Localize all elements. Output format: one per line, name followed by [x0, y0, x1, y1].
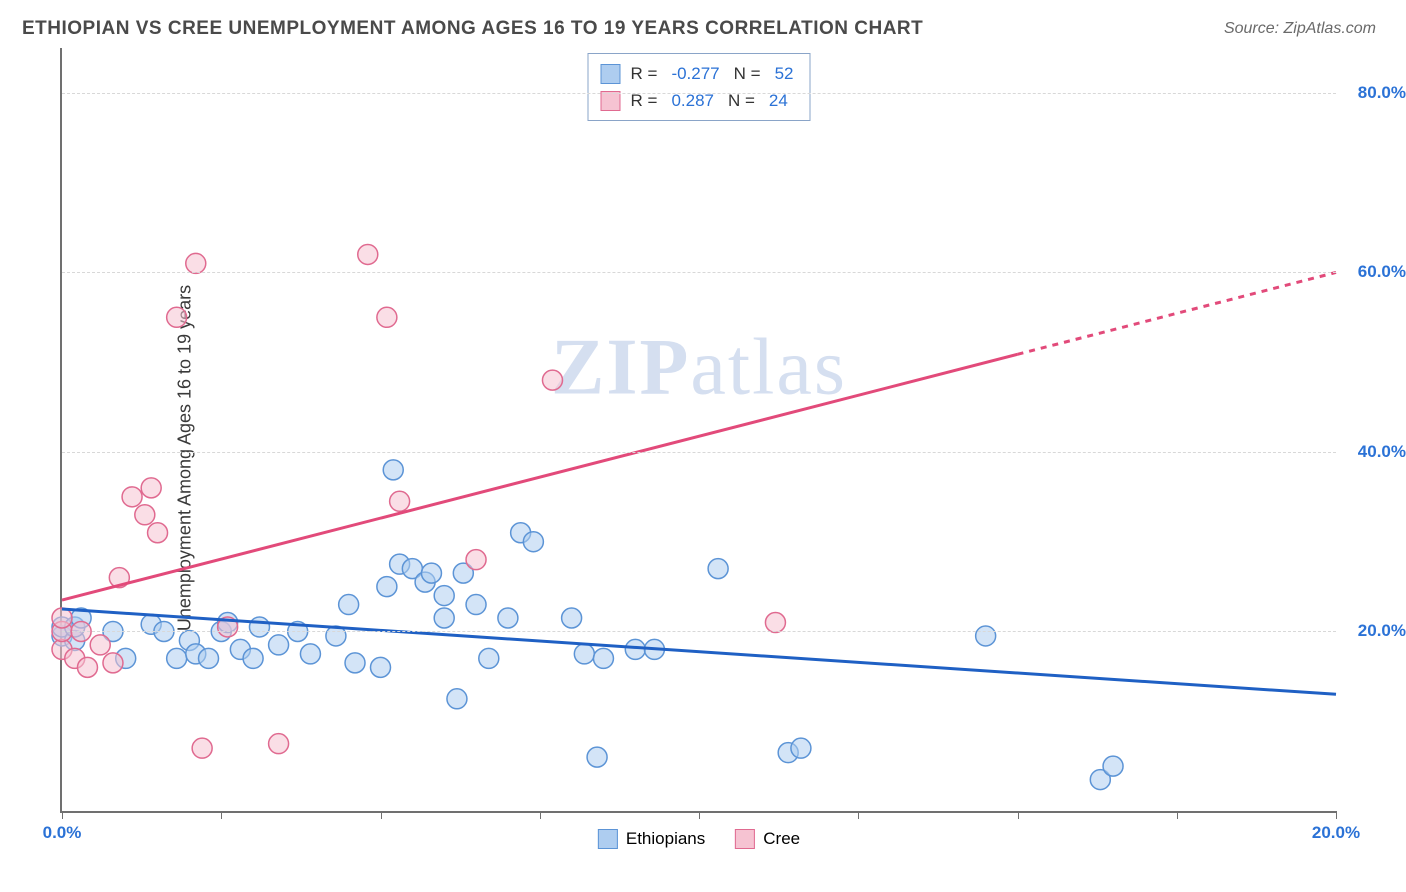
- data-point: [377, 307, 397, 327]
- legend-label: Ethiopians: [626, 829, 705, 849]
- x-tick: [699, 811, 700, 819]
- data-point: [77, 657, 97, 677]
- data-point: [167, 648, 187, 668]
- data-point: [562, 608, 582, 628]
- data-point: [269, 635, 289, 655]
- x-tick: [858, 811, 859, 819]
- data-point: [765, 612, 785, 632]
- legend-item: Cree: [735, 829, 800, 849]
- data-point: [186, 253, 206, 273]
- data-point: [122, 487, 142, 507]
- data-point: [141, 478, 161, 498]
- stats-row: R = 0.287 N = 24: [601, 87, 798, 114]
- gridline: [62, 93, 1336, 94]
- data-point: [447, 689, 467, 709]
- y-tick-label: 40.0%: [1358, 442, 1406, 462]
- y-tick-label: 20.0%: [1358, 621, 1406, 641]
- x-tick: [1018, 811, 1019, 819]
- data-point: [383, 460, 403, 480]
- data-point: [269, 734, 289, 754]
- data-point: [103, 653, 123, 673]
- x-tick-label: 0.0%: [43, 823, 82, 843]
- data-point: [90, 635, 110, 655]
- data-point: [479, 648, 499, 668]
- plot-area: ZIPatlas R =-0.277N =52R =0.287N =24 Eth…: [60, 48, 1336, 813]
- gridline: [62, 631, 1336, 632]
- legend-label: Cree: [763, 829, 800, 849]
- data-point: [339, 595, 359, 615]
- data-point: [625, 639, 645, 659]
- stats-swatch: [601, 64, 621, 84]
- data-point: [345, 653, 365, 673]
- x-tick: [1177, 811, 1178, 819]
- chart-title: ETHIOPIAN VS CREE UNEMPLOYMENT AMONG AGE…: [22, 18, 923, 40]
- data-point: [542, 370, 562, 390]
- data-point: [1103, 756, 1123, 776]
- data-point: [574, 644, 594, 664]
- data-point: [135, 505, 155, 525]
- data-point: [434, 608, 454, 628]
- stats-r-label: R =: [631, 60, 658, 87]
- stats-n-label: N =: [728, 87, 755, 114]
- x-tick-label: 20.0%: [1312, 823, 1360, 843]
- data-point: [466, 595, 486, 615]
- chart-svg: [62, 48, 1336, 811]
- stats-n-label: N =: [734, 60, 761, 87]
- legend-swatch: [598, 829, 618, 849]
- y-tick-label: 60.0%: [1358, 262, 1406, 282]
- chart-wrapper: Unemployment Among Ages 16 to 19 years Z…: [50, 48, 1386, 868]
- x-tick: [221, 811, 222, 819]
- data-point: [358, 244, 378, 264]
- x-tick: [381, 811, 382, 819]
- chart-source: Source: ZipAtlas.com: [1224, 20, 1376, 38]
- legend: Ethiopians Cree: [598, 829, 800, 849]
- y-tick-label: 80.0%: [1358, 83, 1406, 103]
- data-point: [249, 617, 269, 637]
- data-point: [434, 586, 454, 606]
- data-point: [148, 523, 168, 543]
- data-point: [192, 738, 212, 758]
- data-point: [377, 577, 397, 597]
- stats-n-value: 52: [771, 60, 798, 87]
- x-tick: [540, 811, 541, 819]
- data-point: [199, 648, 219, 668]
- stats-r-label: R =: [631, 87, 658, 114]
- data-point: [587, 747, 607, 767]
- data-point: [523, 532, 543, 552]
- data-point: [708, 559, 728, 579]
- stats-box: R =-0.277N =52R =0.287N =24: [588, 53, 811, 121]
- data-point: [593, 648, 613, 668]
- data-point: [466, 550, 486, 570]
- data-point: [243, 648, 263, 668]
- stats-row: R = -0.277 N = 52: [601, 60, 798, 87]
- trend-line: [62, 354, 1018, 600]
- data-point: [371, 657, 391, 677]
- data-point: [976, 626, 996, 646]
- stats-r-value: 0.287: [667, 87, 718, 114]
- trend-line-dashed: [1018, 272, 1337, 354]
- data-point: [791, 738, 811, 758]
- x-tick: [62, 811, 63, 819]
- stats-n-value: 24: [765, 87, 792, 114]
- data-point: [300, 644, 320, 664]
- gridline: [62, 272, 1336, 273]
- data-point: [421, 563, 441, 583]
- data-point: [390, 491, 410, 511]
- legend-swatch: [735, 829, 755, 849]
- gridline: [62, 452, 1336, 453]
- data-point: [52, 608, 72, 628]
- data-point: [167, 307, 187, 327]
- x-tick: [1336, 811, 1337, 819]
- stats-r-value: -0.277: [667, 60, 723, 87]
- legend-item: Ethiopians: [598, 829, 705, 849]
- data-point: [498, 608, 518, 628]
